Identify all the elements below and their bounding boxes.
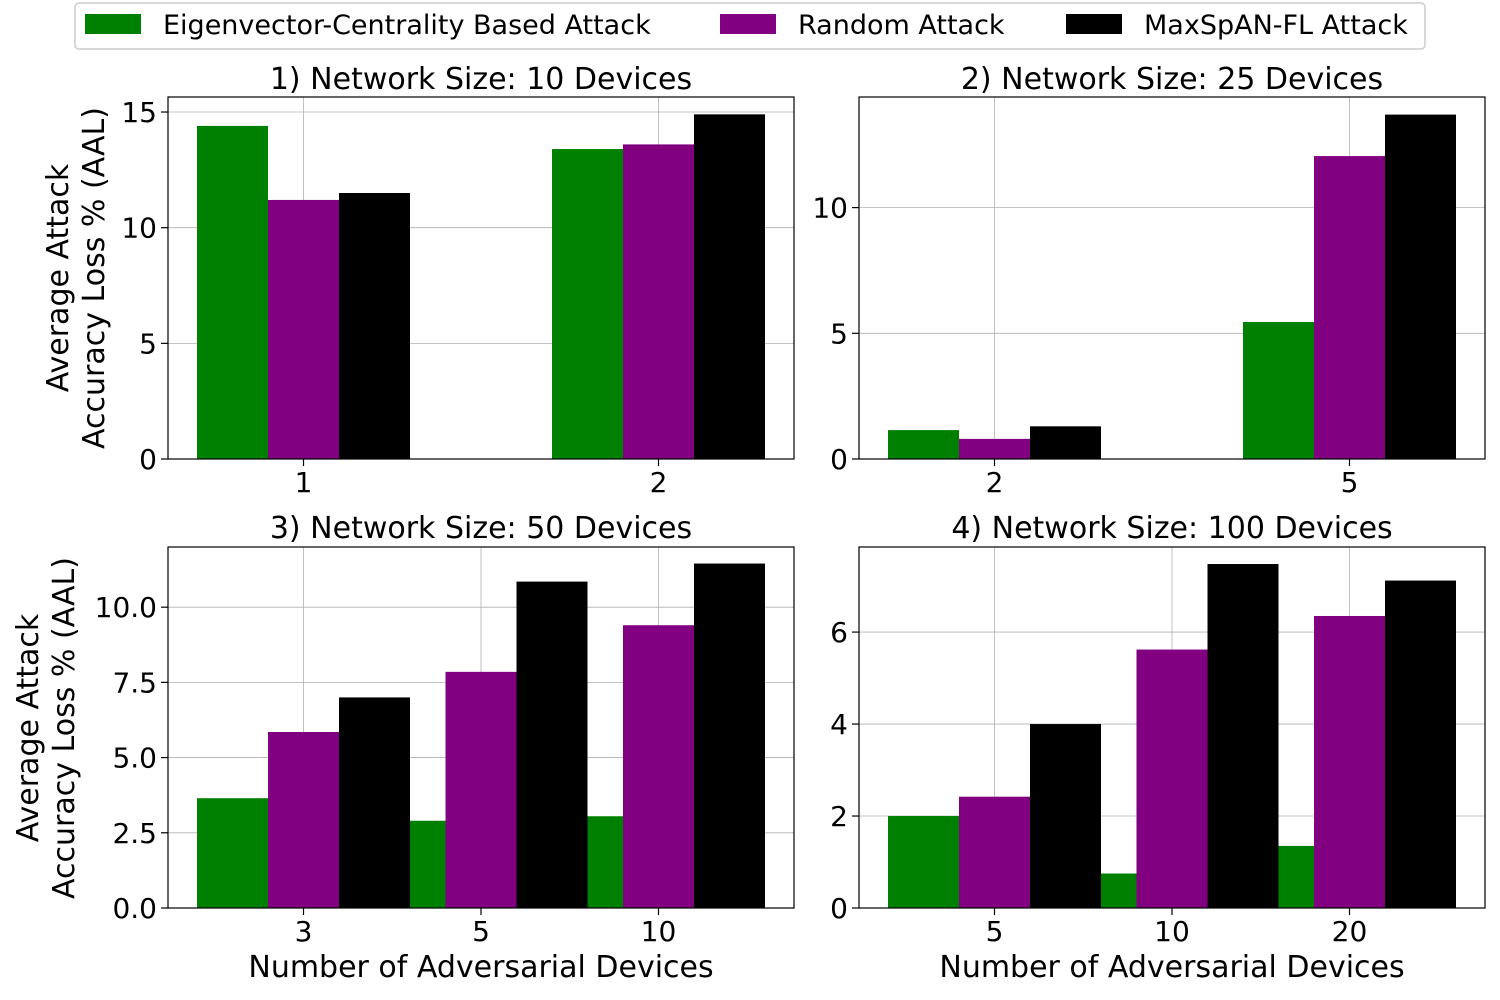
panel-1-bar-series2-cat1: [694, 114, 765, 460]
panel-3-bar-series1-cat2: [623, 625, 694, 908]
legend-label-eigenvector: Eigenvector-Centrality Based Attack: [163, 10, 651, 41]
panel-3-xtick-label-1: 5: [472, 915, 490, 948]
panel-4-bar-series1-cat0: [959, 796, 1030, 908]
panel-1-ytick-label-1: 5: [139, 327, 157, 360]
panel-4-bar-series2-cat2: [1385, 580, 1456, 908]
panel-1-bar-series1-cat0: [268, 199, 339, 459]
panel-2: 2) Network Size: 25 Devices 0 5 10 2 5: [812, 62, 1486, 499]
panel-3-plot: 0.0 2.5 5.0 7.5 10.0 3 5 10: [95, 546, 795, 948]
panel-1-xtick-label-0: 1: [295, 466, 313, 499]
panel-1-ytick-label-3: 15: [121, 96, 157, 129]
panel-1-axes-frame: [167, 96, 795, 460]
panel-2-bar-series0-cat0: [888, 430, 959, 459]
legend-swatch-maxspan: [1066, 14, 1122, 34]
panel-3-bar-series2-cat1: [516, 581, 588, 908]
panel-4-xtick-label-0: 5: [986, 915, 1004, 948]
panel-1-ytick-label-0: 0: [139, 443, 157, 476]
panel-4-ytick-label-1: 2: [830, 800, 848, 833]
panel-1-bar-series0-cat1: [552, 149, 623, 459]
panel-2-xtick-label-0: 2: [986, 466, 1004, 499]
panel-3-xtick-label-0: 3: [295, 915, 313, 948]
panel-1-ylabel-line2: Accuracy Loss % (AAL): [77, 107, 112, 449]
panel-3-bar-series1-cat1: [445, 671, 517, 908]
panel-2-title: 2) Network Size: 25 Devices: [961, 62, 1383, 97]
panel-3-ytick-label-1: 2.5: [112, 817, 157, 850]
panel-2-bar-series1-cat1: [1314, 156, 1385, 459]
panel-4-bar-series1-cat2: [1314, 615, 1385, 908]
panel-3-ytick-label-3: 7.5: [112, 666, 157, 699]
panel-1-xtick-label-1: 2: [650, 466, 668, 499]
panel-2-xtick-label-1: 5: [1341, 466, 1359, 499]
legend-label-random: Random Attack: [798, 10, 1005, 41]
panel-4-bar-series2-cat1: [1207, 564, 1279, 908]
panel-4-ytick-label-3: 6: [830, 616, 848, 649]
panel-3-ytick-label-4: 10.0: [95, 591, 157, 624]
panel-3-title: 3) Network Size: 50 Devices: [270, 511, 692, 546]
panel-3-bar-series2-cat0: [339, 697, 410, 908]
panel-2-ytick-label-0: 0: [830, 443, 848, 476]
panel-1-plot: 0 5 10 15 1 2: [121, 96, 795, 499]
panel-4-bar-series1-cat1: [1136, 649, 1208, 908]
legend: Eigenvector-Centrality Based Attack Rand…: [74, 2, 1426, 50]
legend-swatch-random: [720, 14, 776, 34]
panel-1-ytick-label-2: 10: [121, 212, 157, 245]
panel-4: 4) Network Size: 100 Devices Number of A…: [830, 511, 1486, 985]
legend-label-maxspan: MaxSpAN-FL Attack: [1144, 10, 1408, 41]
panel-1-ylabel-line1: Average Attack: [41, 163, 76, 392]
panel-2-bar-series0-cat1: [1243, 321, 1314, 459]
panel-2-axes-frame: [858, 96, 1486, 460]
panel-4-xtick-label-1: 10: [1154, 915, 1190, 948]
panel-3-ytick-label-2: 5.0: [112, 742, 157, 775]
panel-4-plot: 0 2 4 6 5 10 20: [830, 546, 1486, 948]
panel-3-xlabel: Number of Adversarial Devices: [248, 950, 713, 985]
legend-swatch-eigenvector: [85, 14, 141, 34]
panel-3-xtick-label-2: 10: [641, 915, 677, 948]
panel-4-title: 4) Network Size: 100 Devices: [951, 511, 1392, 546]
panel-1-title: 1) Network Size: 10 Devices: [270, 62, 692, 97]
panel-2-bar-series2-cat0: [1030, 426, 1101, 459]
panel-2-ytick-label-1: 5: [830, 317, 848, 350]
panel-3-bar-series2-cat2: [694, 563, 765, 908]
panel-3-ylabel-line1: Average Attack: [11, 613, 46, 842]
panel-4-xlabel: Number of Adversarial Devices: [939, 950, 1404, 985]
panel-4-ytick-label-0: 0: [830, 892, 848, 925]
panel-3-ytick-label-0: 0.0: [112, 892, 157, 925]
panel-1: 1) Network Size: 10 Devices Average Atta…: [41, 62, 795, 499]
panel-2-plot: 0 5 10 2 5: [812, 96, 1486, 499]
panel-2-bar-series1-cat0: [959, 438, 1030, 459]
panel-1-bar-series2-cat0: [339, 192, 410, 460]
panel-3-bar-series0-cat0: [197, 798, 268, 908]
panel-3-bar-series1-cat0: [268, 732, 339, 908]
panel-4-bar-series0-cat0: [888, 816, 959, 908]
panel-2-ytick-label-2: 10: [812, 192, 848, 225]
panel-1-bar-series0-cat0: [197, 125, 268, 460]
panel-4-ytick-label-2: 4: [830, 708, 848, 741]
panel-2-bar-series2-cat1: [1385, 114, 1456, 459]
panel-4-xtick-label-2: 20: [1332, 915, 1368, 948]
panel-3-ylabel-line2: Accuracy Loss % (AAL): [47, 557, 82, 899]
panel-3: 3) Network Size: 50 Devices Average Atta…: [11, 511, 795, 985]
panel-4-bar-series2-cat0: [1030, 724, 1101, 908]
panel-1-bar-series1-cat1: [623, 144, 694, 460]
